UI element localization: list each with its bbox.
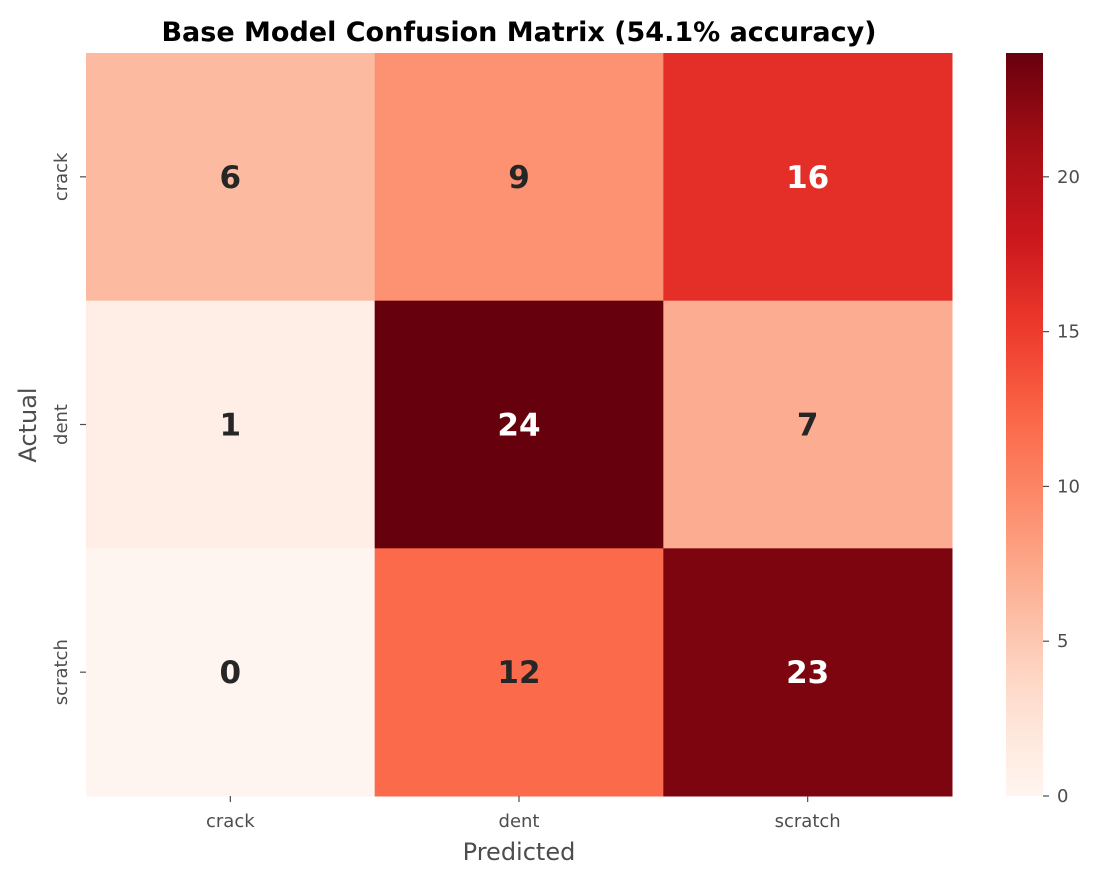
heatmap-cell	[86, 53, 376, 302]
x-tick-label: dent	[499, 811, 540, 832]
x-axis-label: Predicted	[463, 838, 576, 866]
heatmap-cell	[663, 548, 953, 797]
colorbar	[1006, 53, 1043, 796]
colorbar-tick-label: 0	[1057, 786, 1068, 807]
y-axis-label: Actual	[14, 387, 42, 462]
heatmap-cell	[663, 53, 953, 302]
heatmap-cell	[374, 53, 664, 302]
colorbar-tick-label: 10	[1057, 476, 1080, 497]
cell-value-label: 7	[797, 408, 819, 444]
heatmap-cell	[374, 300, 664, 549]
heatmap-cell	[86, 548, 376, 797]
x-tick-label: crack	[206, 811, 255, 832]
chart-title: Base Model Confusion Matrix (54.1% accur…	[161, 17, 876, 48]
y-tick-label: scratch	[51, 639, 72, 705]
cell-value-label: 1	[220, 408, 242, 444]
colorbar-tick-label: 20	[1057, 167, 1080, 188]
heatmap-cell	[374, 548, 664, 797]
y-tick-label: crack	[51, 152, 72, 201]
colorbar-tick-label: 15	[1057, 322, 1080, 343]
cell-value-label: 16	[786, 160, 829, 196]
cell-value-label: 6	[220, 160, 242, 196]
heatmap-cell	[663, 300, 953, 549]
x-tick-label: scratch	[775, 811, 841, 832]
heatmap-cell	[86, 300, 376, 549]
cell-value-label: 9	[508, 160, 530, 196]
cell-value-label: 23	[786, 655, 829, 691]
colorbar-tick-label: 5	[1057, 631, 1068, 652]
cell-value-label: 0	[220, 655, 242, 691]
y-tick-label: dent	[51, 404, 72, 445]
cell-value-label: 24	[497, 408, 540, 444]
cell-value-label: 12	[497, 655, 540, 691]
